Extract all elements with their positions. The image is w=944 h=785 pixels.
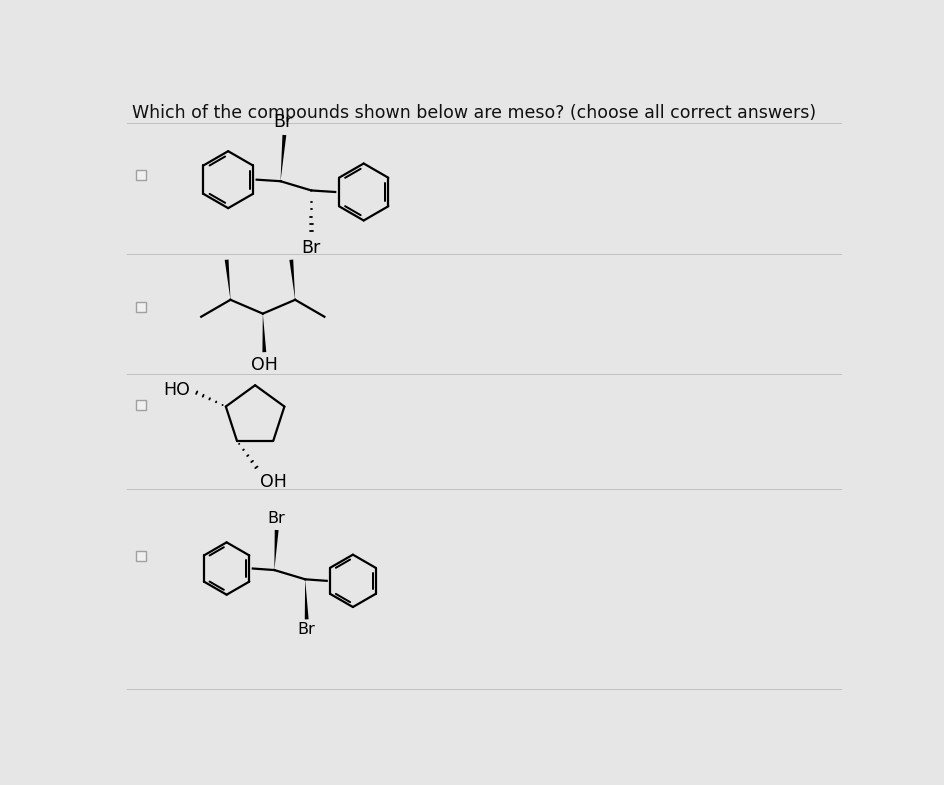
Text: OH: OH — [261, 473, 287, 491]
FancyBboxPatch shape — [136, 170, 146, 180]
Text: Br: Br — [273, 113, 293, 131]
Text: Br: Br — [297, 623, 315, 637]
Polygon shape — [280, 135, 286, 181]
FancyBboxPatch shape — [136, 302, 146, 312]
Polygon shape — [225, 260, 230, 300]
Text: Br: Br — [302, 239, 321, 257]
Text: Br: Br — [268, 511, 285, 526]
FancyBboxPatch shape — [136, 551, 146, 561]
Text: OH: OH — [251, 356, 278, 374]
FancyBboxPatch shape — [136, 400, 146, 410]
Text: Which of the compounds shown below are meso? (choose all correct answers): Which of the compounds shown below are m… — [132, 104, 816, 122]
Polygon shape — [275, 530, 278, 570]
Polygon shape — [305, 579, 309, 619]
Text: HO: HO — [162, 381, 190, 399]
Polygon shape — [290, 260, 295, 300]
Polygon shape — [262, 314, 266, 352]
